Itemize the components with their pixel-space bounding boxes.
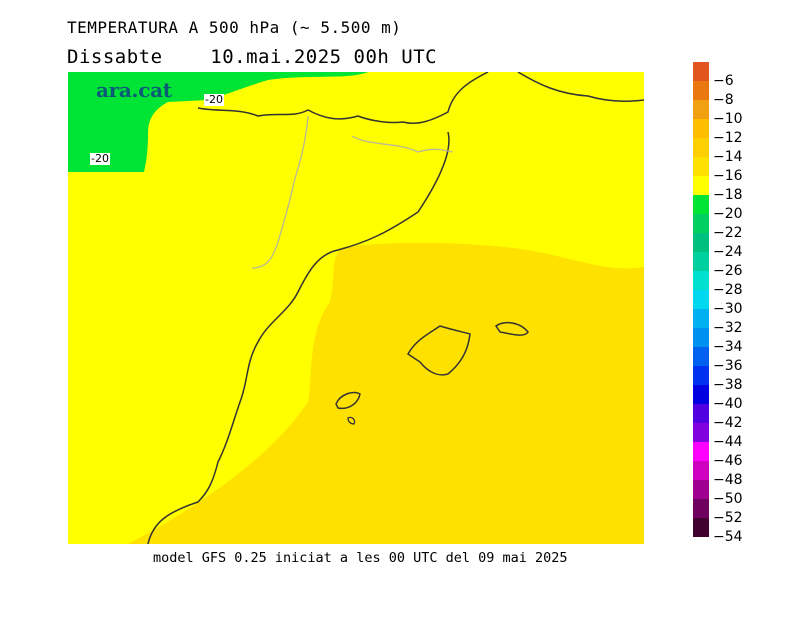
legend-swatch (693, 518, 709, 537)
datetime-label: 10.mai.2025 00h UTC (210, 46, 438, 68)
legend-label: −30 (713, 301, 743, 317)
legend-label: −42 (713, 415, 743, 431)
legend-swatch (693, 119, 709, 138)
legend-label: −36 (713, 358, 743, 374)
legend-swatch (693, 271, 709, 290)
ibiza-island (335, 391, 361, 410)
temperature-map (68, 72, 644, 544)
coastline (147, 72, 644, 544)
legend-label: −24 (713, 244, 743, 260)
mallorca-island (407, 325, 471, 376)
legend-swatch (693, 138, 709, 157)
legend-label: −44 (713, 434, 743, 450)
legend-swatch (693, 385, 709, 404)
legend-label: −14 (713, 149, 743, 165)
legend-label: −12 (713, 130, 743, 146)
legend-label: −32 (713, 320, 743, 336)
legend-swatch (693, 347, 709, 366)
color-legend (693, 62, 709, 537)
legend-swatch (693, 157, 709, 176)
chart-title: TEMPERATURA A 500 hPa (~ 5.500 m) (67, 18, 402, 37)
legend-swatch (693, 195, 709, 214)
model-info-footer: model GFS 0.25 iniciat a les 00 UTC del … (153, 550, 568, 566)
legend-swatch (693, 461, 709, 480)
legend-label: −26 (713, 263, 743, 279)
legend-label: −50 (713, 491, 743, 507)
cold-temperature-zone (68, 72, 368, 172)
inland-border (251, 115, 454, 269)
legend-swatch (693, 100, 709, 119)
legend-label: −40 (713, 396, 743, 412)
legend-label: −22 (713, 225, 743, 241)
legend-label: −48 (713, 472, 743, 488)
legend-swatch (693, 366, 709, 385)
legend-label: −20 (713, 206, 743, 222)
formentera-island (347, 416, 356, 425)
legend-label: −10 (713, 111, 743, 127)
legend-swatch (693, 480, 709, 499)
legend-swatch (693, 81, 709, 100)
legend-swatch (693, 442, 709, 461)
legend-label: −38 (713, 377, 743, 393)
legend-label: −16 (713, 168, 743, 184)
legend-label: −52 (713, 510, 743, 526)
legend-label: −6 (713, 73, 734, 89)
contour-label: -20 (90, 152, 110, 165)
legend-label: −8 (713, 92, 734, 108)
legend-swatch (693, 290, 709, 309)
contour-label: -20 (204, 93, 224, 106)
legend-label: −28 (713, 282, 743, 298)
legend-swatch (693, 499, 709, 518)
legend-swatch (693, 233, 709, 252)
legend-swatch (693, 423, 709, 442)
legend-label: −54 (713, 529, 743, 545)
brand-logo: ara.cat (96, 78, 172, 102)
legend-swatch (693, 309, 709, 328)
warm-temperature-zone (128, 242, 644, 544)
legend-label: −34 (713, 339, 743, 355)
legend-swatch (693, 214, 709, 233)
day-label: Dissabte (67, 46, 163, 68)
menorca-island (494, 321, 529, 336)
legend-swatch (693, 62, 709, 81)
legend-swatch (693, 328, 709, 347)
legend-swatch (693, 176, 709, 195)
legend-swatch (693, 404, 709, 423)
legend-swatch (693, 252, 709, 271)
legend-label: −18 (713, 187, 743, 203)
legend-label: −46 (713, 453, 743, 469)
chart-subtitle: Dissabte 10.mai.2025 00h UTC (67, 46, 437, 68)
